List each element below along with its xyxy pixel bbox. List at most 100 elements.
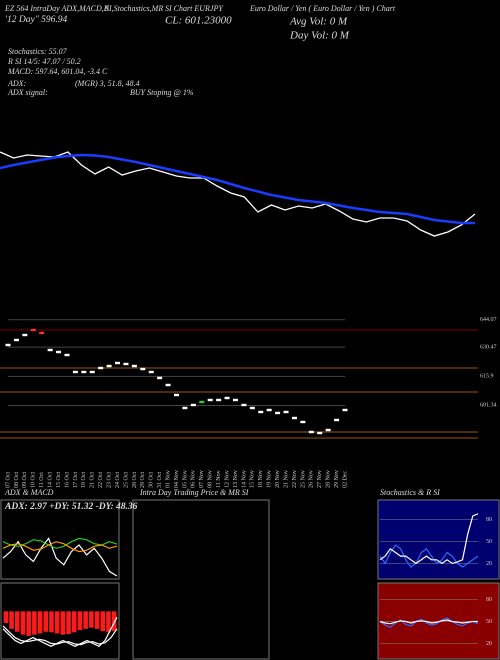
x-tick-label: 01 Nov — [165, 470, 171, 488]
header-indicators: SI,Stochastics,MR — [105, 4, 163, 13]
header-code: EZ 564 IntraDay ADX,MACD,B — [4, 4, 109, 13]
price-dot — [207, 398, 213, 402]
macd-text: MACD: 597.64, 601.04, -3.4 C — [7, 67, 108, 76]
price-dot — [106, 364, 112, 368]
price-dot — [165, 383, 171, 387]
price-dot — [275, 411, 281, 415]
header-day: '12 Day'' 596.94 — [5, 15, 68, 25]
x-tick-label: 15 Nov — [250, 470, 256, 488]
x-tick-label: 18 Nov — [258, 470, 264, 488]
price-dot — [241, 403, 247, 407]
price-dot — [148, 370, 154, 374]
y-tick-label: 80 — [486, 597, 492, 603]
price-dot — [30, 328, 36, 332]
adx-label: ADX: — [7, 79, 27, 88]
y-tick-label: 20 — [486, 561, 492, 567]
price-dot — [81, 370, 87, 374]
x-tick-label: 16 Oct — [64, 472, 70, 488]
x-tick-label: 08 Oct — [14, 472, 20, 488]
x-tick-label: 28 Nov — [326, 470, 332, 488]
adx-signal-label: ADX signal: — [7, 88, 48, 97]
price-dot — [174, 393, 179, 397]
bar — [89, 611, 94, 628]
series-line — [2, 541, 118, 553]
x-tick-label: 27 Nov — [317, 470, 323, 488]
x-tick-label: 15 Oct — [56, 472, 62, 488]
stochastics-text: Stochastics: 55.07 — [8, 47, 68, 56]
x-tick-label: 23 Oct — [106, 472, 112, 488]
y-tick-label: 80 — [486, 517, 492, 523]
x-tick-label: 19 Nov — [267, 470, 273, 488]
adx-value: (MGR) 3, 51.8, 48.4 — [75, 79, 140, 88]
x-tick-label: 14 Nov — [241, 470, 247, 488]
y-tick-label: 50 — [486, 619, 492, 625]
series-line — [379, 544, 479, 568]
price-dot — [249, 406, 255, 410]
header-day-vol: Day Vol: 0 M — [289, 30, 350, 42]
price-dot — [317, 431, 323, 435]
y-tick-label: 601.34 — [480, 403, 497, 409]
x-tick-label: 02 Dec — [342, 471, 348, 488]
price-dot — [232, 398, 238, 402]
price-dot — [39, 331, 45, 335]
bar — [111, 611, 117, 632]
price-dot — [13, 338, 19, 342]
bar — [66, 611, 71, 635]
price-dot — [47, 348, 53, 352]
bar — [37, 611, 43, 634]
y-tick-label: 20 — [486, 641, 492, 647]
price-dot — [266, 408, 272, 412]
x-tick-label: 25 Oct — [123, 472, 129, 488]
bar — [100, 611, 106, 632]
price-dot — [22, 333, 28, 337]
price-dot — [182, 406, 188, 410]
bar — [32, 611, 37, 635]
bar — [20, 611, 26, 635]
x-tick-label: 22 Oct — [98, 472, 104, 488]
price-dot — [291, 416, 297, 420]
series-line — [2, 625, 118, 646]
bar — [14, 611, 20, 632]
x-tick-label: 21 Oct — [90, 472, 96, 488]
panel-title: ADX & MACD — [4, 488, 54, 497]
bar — [77, 611, 83, 630]
x-tick-label: 10 Oct — [31, 472, 37, 488]
stochastics-panel — [377, 499, 500, 580]
price-dot — [308, 430, 314, 434]
price-dot — [56, 350, 62, 354]
bar — [94, 611, 100, 629]
price-dot — [140, 367, 146, 371]
x-tick-label: 04 Nov — [174, 470, 180, 488]
bar — [60, 611, 66, 635]
series-line — [0, 151, 476, 237]
x-tick-label: 07 Oct — [5, 472, 11, 488]
x-tick-label: 21 Nov — [283, 470, 289, 488]
series-line — [379, 513, 479, 565]
x-tick-label: 13 Nov — [233, 470, 239, 488]
price-dot — [258, 410, 264, 414]
price-dot — [64, 353, 70, 357]
price-dot — [190, 403, 196, 407]
price-dot — [334, 418, 340, 422]
x-tick-label: 20 Nov — [275, 470, 281, 488]
price-dot — [325, 428, 331, 432]
x-tick-label: 26 Nov — [309, 470, 315, 488]
price-dot — [157, 376, 163, 380]
price-dot — [224, 396, 230, 400]
price-dot — [216, 398, 222, 402]
header-close: CL: 601.23000 — [165, 15, 232, 27]
series-line — [2, 616, 118, 648]
price-dot — [72, 370, 78, 374]
header-instrument: Euro Dollar / Yen ( Euro Dollar / Yen ) … — [249, 4, 396, 13]
header-chart-name: SI Chart EURJPY — [165, 4, 224, 13]
panel-title: Stochastics & R SI — [380, 488, 440, 497]
price-dot — [5, 343, 11, 347]
price-dot — [131, 364, 137, 368]
bar — [3, 611, 9, 623]
price-dot — [115, 361, 121, 365]
bar — [26, 611, 31, 636]
x-tick-label: 31 Oct — [157, 472, 163, 488]
adx-signal: BUY Stoping @ 1% — [130, 88, 194, 97]
rsi-text: R SI 14/5: 47.07 / 50.2 — [7, 57, 81, 66]
